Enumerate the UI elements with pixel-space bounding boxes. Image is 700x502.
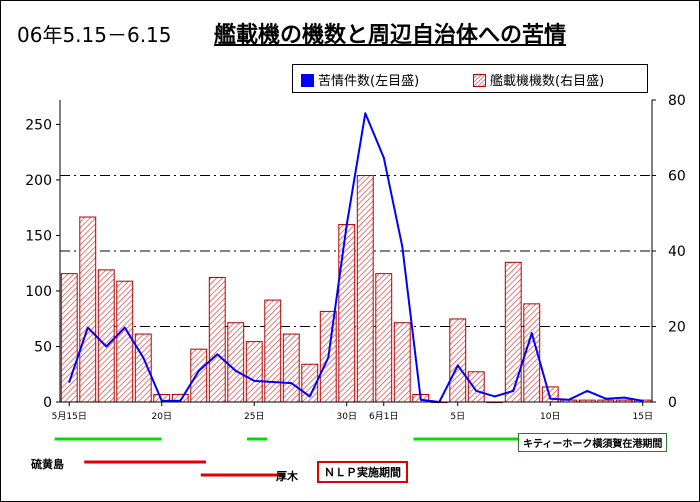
left-tick-label-150: 150 [25,228,52,244]
complaints-point-day-18 [401,245,404,248]
bar-day-2 [97,269,115,403]
right-tick-label-40: 40 [668,244,686,260]
legend: 苦情件数(左目盛) 艦載機機数(右目盛) [292,64,648,93]
bar-day-9 [227,322,245,403]
x-tick-label-21: 5日 [450,411,465,422]
x-tick-label-17: 6月1日 [369,411,398,422]
complaints-point-day-19 [419,398,422,401]
legend-label-aircraft: 艦載機機数(右目盛) [490,74,605,89]
complaints-point-day-7 [197,370,200,372]
bar-day-17 [375,273,393,403]
right-tick-label-60: 60 [668,169,686,185]
complaints-point-day-15 [345,223,348,226]
complaints-point-day-9 [234,370,237,372]
timeline-lines [54,437,521,477]
complaints-point-day-21 [456,364,459,367]
bar-day-18 [393,322,411,403]
right-tick-label-0: 0 [668,395,677,411]
complaints-point-day-6 [179,399,182,402]
complaints-point-day-16 [364,112,367,115]
complaints-point-day-4 [142,356,145,359]
left-tick-label-100: 100 [25,284,52,300]
legend-item-aircraft: 艦載機機数(右目盛) [473,70,604,89]
left-tick-label-0: 0 [43,395,52,411]
complaints-point-day-28 [586,389,589,392]
complaints-point-day-0 [68,381,71,383]
bar-day-12 [282,333,300,403]
complaints-point-day-29 [604,397,607,400]
x-tick-label-0: 5月15日 [52,411,87,422]
complaints-point-day-8 [216,353,219,356]
bar-day-3 [116,280,134,403]
left-tick-label-200: 200 [25,173,52,189]
right-axis-ticks: 0 20 40 60 80 [652,93,686,411]
complaints-point-day-12 [290,382,293,385]
right-tick-label-20: 20 [668,320,686,336]
title-main: 艦載機の機数と周辺自治体への苦情 [214,23,567,48]
complaints-point-day-27 [567,398,570,401]
title-period: 06年5.15－6.15 [17,23,172,47]
legend-item-complaints: 苦情件数(左目盛) [301,70,419,89]
complaints-point-day-2 [105,345,108,348]
complaints-point-day-11 [271,381,274,383]
left-tick-label-250: 250 [25,117,52,133]
bar-day-7 [190,348,208,403]
aircraft-bars [60,175,652,403]
complaints-point-day-13 [308,395,311,398]
bar-day-1 [79,216,97,403]
complaints-point-day-1 [86,326,89,329]
chart-title: 06年5.15－6.15 艦載機の機数と周辺自治体への苦情 [9,13,694,49]
x-tick-label-26: 10日 [540,411,560,422]
bar-day-8 [208,276,226,403]
bar-day-22 [467,371,485,403]
complaints-point-day-26 [549,397,552,400]
timeline-label-atsugi: 厚木 [276,470,298,483]
bar-day-24 [504,261,522,403]
complaints-line [68,112,643,403]
x-tick-label-31: 15日 [633,411,653,422]
bar-day-21 [449,318,467,403]
legend-swatch-aircraft [473,74,486,87]
bar-day-10 [245,341,263,403]
legend-swatch-complaints [301,74,314,87]
bar-day-11 [264,299,282,403]
bar-day-16 [356,175,374,403]
complaints-point-day-17 [382,156,385,159]
complaints-point-day-5 [160,399,163,402]
complaints-point-day-22 [475,389,478,392]
legend-label-complaints: 苦情件数(左目盛) [318,74,420,89]
timeline-label-nlp: ＮＬＰ実施期間 [317,461,408,483]
x-tick-label-15: 30日 [337,411,357,422]
complaints-point-day-30 [623,396,626,399]
x-tick-label-10: 25日 [244,411,264,422]
complaints-point-day-3 [123,326,126,329]
complaints-point-day-24 [512,389,515,392]
timeline-label-kittyhawk: キティーホーク横須賀在港期間 [518,433,668,452]
timeline-label-iwo: 硫黄島 [31,458,64,471]
bar-day-15 [338,224,356,403]
x-axis-ticks: 5月15日 20日 25日 30日 6月1日 5日 10日 15日 [52,402,653,422]
left-axis-ticks: 0 50 100 150 200 250 [25,117,60,411]
complaints-point-day-25 [530,332,533,335]
dash-gridlines [60,175,652,327]
right-tick-label-80: 80 [668,93,686,109]
complaints-point-day-23 [493,395,496,398]
complaints-point-day-10 [253,380,256,382]
complaints-point-day-14 [327,356,330,359]
complaints-point-day-31 [641,399,644,402]
left-tick-label-50: 50 [34,339,52,355]
x-tick-label-5: 20日 [152,411,172,422]
